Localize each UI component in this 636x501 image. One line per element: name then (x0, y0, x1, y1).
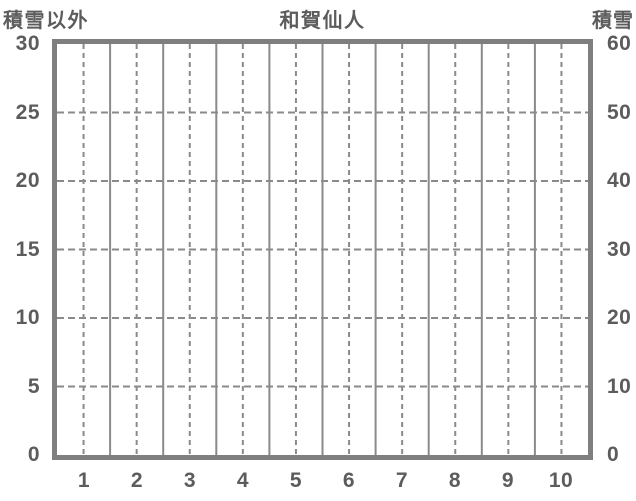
y-tick-label-right: 40 (607, 169, 632, 192)
y-tick-label-right: 60 (607, 32, 632, 55)
x-tick-label: 2 (130, 469, 144, 492)
y-tick-label-right: 20 (607, 306, 632, 329)
y-tick-label-right: 10 (607, 375, 632, 398)
y-tick-label-left: 20 (15, 169, 40, 192)
y-tick-label-left: 30 (15, 32, 40, 55)
x-tick-label: 9 (501, 469, 515, 492)
plot-area (52, 39, 593, 460)
left-axis-title: 積雪以外 (3, 10, 89, 32)
y-tick-label-right: 30 (607, 238, 632, 261)
y-tick-label-right: 0 (607, 443, 620, 466)
right-axis-title: 積雪 (592, 10, 634, 32)
gridlines (57, 44, 588, 455)
x-tick-label: 3 (183, 469, 197, 492)
y-tick-label-left: 15 (15, 238, 40, 261)
x-tick-label: 4 (236, 469, 250, 492)
chart-title: 和賀仙人 (279, 10, 366, 32)
y-tick-label-left: 25 (15, 101, 40, 124)
y-tick-label-left: 10 (15, 306, 40, 329)
y-tick-label-left: 0 (27, 443, 40, 466)
x-tick-label: 6 (342, 469, 356, 492)
x-tick-label: 8 (448, 469, 462, 492)
y-tick-label-left: 5 (27, 375, 40, 398)
x-tick-label: 5 (289, 469, 303, 492)
y-tick-label-right: 50 (607, 101, 632, 124)
x-tick-label: 7 (395, 469, 409, 492)
x-tick-label: 10 (548, 469, 574, 492)
x-tick-label: 1 (77, 469, 91, 492)
